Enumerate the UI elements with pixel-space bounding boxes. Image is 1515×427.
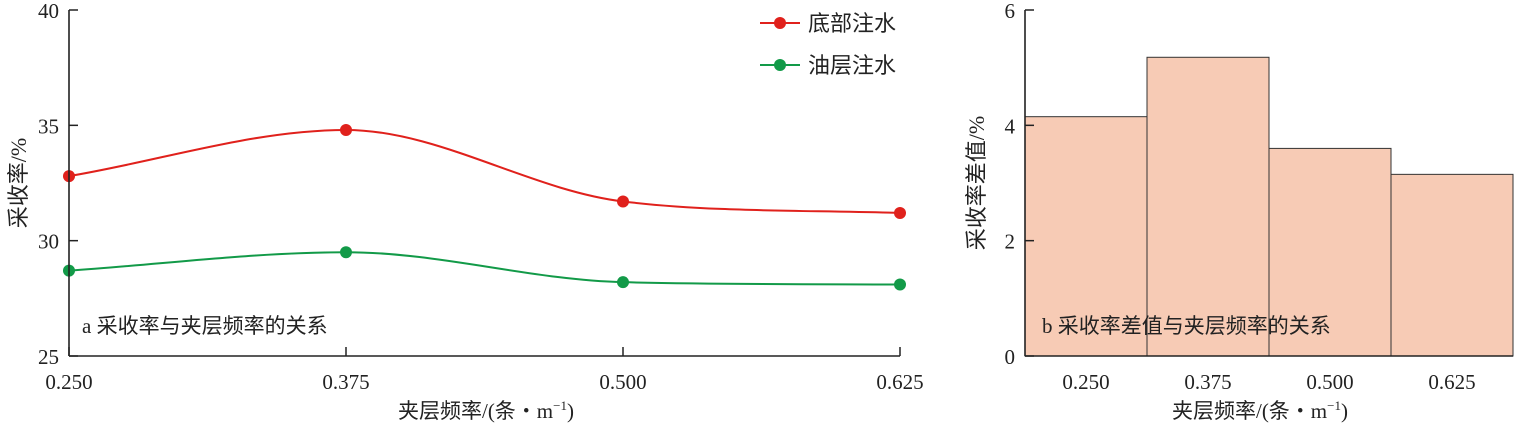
chart-a-y-tick-label: 30	[38, 230, 59, 254]
chart-b-x-tick-label: 0.625	[1428, 370, 1475, 394]
chart-a-data-point	[617, 195, 629, 208]
chart-a-legend-label: 底部注水	[808, 11, 896, 36]
chart-a-legend-label: 油层注水	[808, 53, 896, 78]
chart-a-data-point	[617, 276, 629, 289]
chart-b-y-tick-label: 0	[1005, 345, 1016, 369]
chart-b-y-tick-label: 2	[1005, 230, 1016, 254]
chart-a-y-ticks: 25 30 35 40	[38, 0, 78, 369]
chart-a-y-tick-label: 35	[38, 114, 59, 138]
chart-a-y-tick-label: 25	[38, 345, 59, 369]
chart-a-legend-marker	[774, 59, 786, 71]
chart-b: 0 2 4 6 0.250 0.375 0.500 0.625 采收率差值/% 夹层频率/(…	[964, 0, 1514, 423]
chart-a-data-point	[340, 246, 352, 259]
chart-a-legend-marker	[774, 17, 786, 29]
chart-b-bar	[1146, 56, 1270, 357]
chart-a-x-ticks: 0.250 0.375 0.500 0.625	[45, 347, 924, 394]
chart-a-panel-caption: a 采收率与夹层频率的关系	[82, 314, 328, 338]
chart-a-y-axis-label: 采收率/%	[6, 138, 31, 228]
chart-a-data-point	[894, 206, 906, 219]
chart-b-y-ticks: 0 2 4 6	[1005, 0, 1034, 369]
chart-a: 25 30 35 40 0.250 0.375 0.500 0.625 采收率/% 夹层频率…	[6, 0, 924, 423]
chart-a-data-points	[63, 123, 906, 291]
chart-b-bar	[1390, 173, 1514, 357]
chart-a-y-tick-label: 40	[38, 0, 59, 23]
chart-a-x-tick-label: 0.625	[876, 370, 923, 394]
chart-b-y-tick-label: 4	[1005, 114, 1016, 138]
chart-a-data-point	[340, 123, 352, 136]
chart-b-x-axis-label: 夹层频率/(条・m−1)	[1172, 398, 1348, 423]
chart-b-panel-caption: b 采收率差值与夹层频率的关系	[1042, 314, 1331, 338]
chart-a-x-tick-label: 0.500	[599, 370, 646, 394]
chart-b-x-tick-label: 0.500	[1306, 370, 1353, 394]
chart-a-x-axis-label: 夹层频率/(条・m−1)	[398, 398, 574, 423]
chart-a-series-lines	[68, 128, 901, 286]
chart-b-y-axis-label: 采收率差值/%	[964, 116, 989, 250]
chart-b-x-tick-label: 0.250	[1062, 370, 1109, 394]
chart-a-x-tick-label: 0.375	[322, 370, 369, 394]
chart-a-series-line-1	[68, 128, 901, 214]
chart-b-y-tick-label: 6	[1005, 0, 1016, 23]
chart-b-x-tick-labels: 0.250 0.375 0.500 0.625	[1062, 370, 1475, 394]
chart-b-x-tick-label: 0.375	[1184, 370, 1231, 394]
chart-a-data-point	[894, 278, 906, 291]
chart-b-bar	[1268, 147, 1392, 357]
chart-a-series-line-2	[68, 251, 901, 286]
chart-b-bars	[1024, 56, 1514, 357]
chart-a-x-tick-label: 0.250	[45, 370, 92, 394]
